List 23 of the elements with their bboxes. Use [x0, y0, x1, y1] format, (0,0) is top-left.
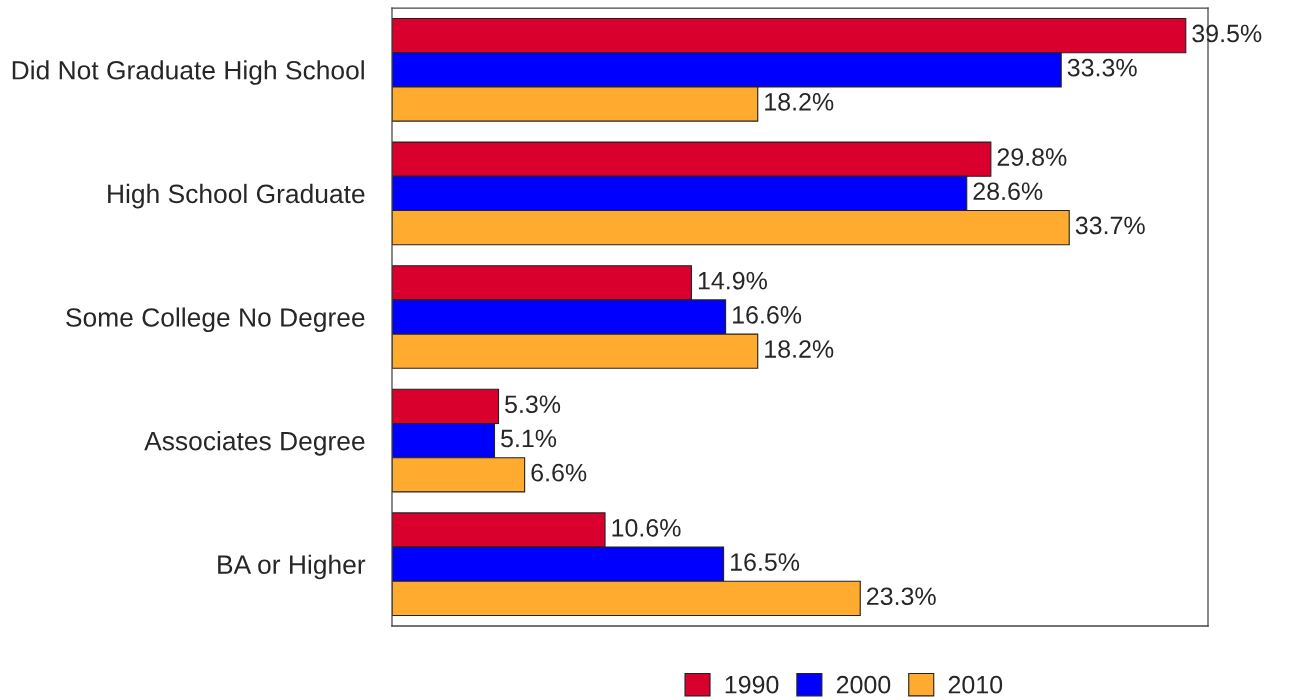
- data-label: 5.3%: [505, 395, 561, 414]
- data-label: 10.6%: [612, 519, 681, 537]
- data-label: 14.9%: [698, 271, 767, 290]
- data-label: 18.2%: [765, 340, 834, 358]
- data-label: 29.8%: [997, 148, 1067, 166]
- legend-label: 2000: [836, 675, 891, 694]
- data-label: 16.6%: [733, 306, 802, 324]
- legend-label: 1990: [725, 675, 779, 694]
- data-label: 28.6%: [973, 182, 1043, 201]
- data-label: 39.5%: [1192, 24, 1262, 43]
- data-label: 23.3%: [867, 587, 936, 606]
- y-tick-label: Did Not Graduate High School: [12, 60, 364, 85]
- y-tick-label: BA or Higher: [218, 554, 366, 580]
- y-tick-label: Some College No Degree: [66, 307, 365, 333]
- data-label: 18.2%: [765, 93, 834, 111]
- data-label: 33.7%: [1075, 216, 1145, 235]
- data-label: 33.3%: [1067, 58, 1137, 77]
- y-tick-label: High School Graduate: [108, 183, 365, 209]
- legend-label: 2010: [948, 675, 1003, 694]
- data-label: 5.1%: [501, 429, 557, 448]
- data-label: 6.6%: [531, 463, 587, 482]
- y-tick-label: Associates Degree: [144, 431, 365, 456]
- data-label: 16.5%: [731, 553, 800, 571]
